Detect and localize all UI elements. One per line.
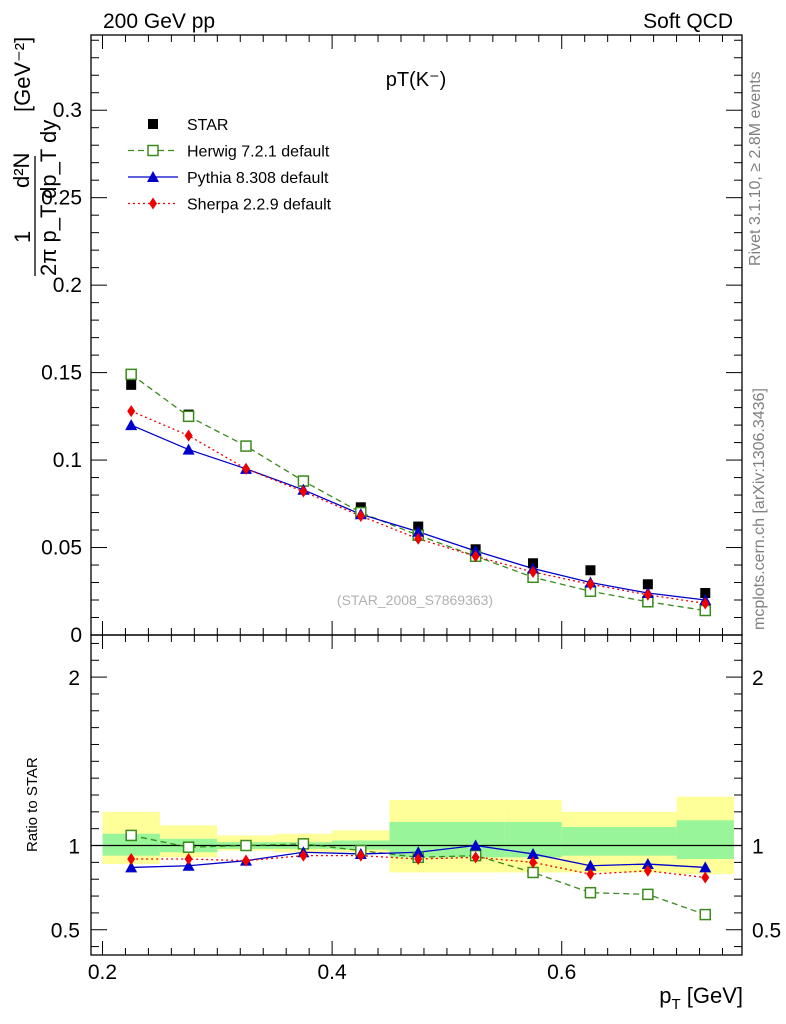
top-point-3 <box>242 462 250 475</box>
legend-label-0: STAR <box>187 117 228 134</box>
side-label-rivet: Rivet 3.1.10, ≥ 2.8M events <box>747 71 764 266</box>
y-tick-label: 0.1 <box>53 449 82 472</box>
y-tick-label: 0.3 <box>53 99 82 122</box>
y-axis-label-denominator: 2π p_T dp_T dy <box>36 120 61 276</box>
ratio-band-inner-0 <box>102 833 160 856</box>
legend-marker-0 <box>148 119 158 129</box>
top-series-line-3 <box>130 410 706 605</box>
ratio-y-tick-label-right: 0.5 <box>752 920 781 943</box>
ratio-panel: 0.2 0.4 0.6 0.5 0.5 1 1 2 2 <box>51 634 781 984</box>
top-point-3 <box>701 597 710 610</box>
top-panel: 0 0.05 0.1 0.15 0.2 0.25 0.3 <box>41 34 743 647</box>
y-axis-label-numerator: d²N <box>9 153 34 188</box>
ratio-point-2 <box>299 849 308 862</box>
top-point-3 <box>299 485 308 498</box>
ratio-point-0 <box>182 841 195 853</box>
ratio-point-2 <box>529 856 538 869</box>
ratio-band-inner-8 <box>676 820 734 859</box>
top-point-0 <box>585 565 596 576</box>
top-point-3 <box>356 510 365 523</box>
ratio-band-inner-5 <box>389 821 505 858</box>
ratio-point-2 <box>586 868 595 881</box>
top-point-3 <box>529 566 538 579</box>
ratio-point-0 <box>699 908 712 921</box>
top-point-3 <box>127 405 136 418</box>
x-tick-label: 0.2 <box>88 961 117 984</box>
x-tick-label: 0.4 <box>318 961 348 984</box>
plot-title: pT(K⁻) <box>386 69 447 91</box>
ratio-y-tick-label-right: 2 <box>752 667 764 690</box>
ratio-point-1 <box>469 839 482 851</box>
header-right-label: Soft QCD <box>643 10 733 33</box>
top-point-3 <box>414 532 423 545</box>
y-axis-label-unit: [GeV⁻²] <box>10 37 35 112</box>
ratio-point-2 <box>701 871 710 884</box>
ratio-point-2 <box>242 854 250 867</box>
ratio-series-line-2 <box>131 854 706 879</box>
top-point-1 <box>125 368 137 381</box>
ratio-y-tick-label: 2 <box>68 667 80 690</box>
ratio-point-2 <box>643 864 652 877</box>
top-point-3 <box>586 578 595 591</box>
ratio-point-2 <box>414 853 423 865</box>
top-point-0 <box>700 588 711 599</box>
ratio-y-tick-label-right: 1 <box>752 836 764 859</box>
top-point-2 <box>412 525 425 537</box>
ratio-y-tick-label: 1 <box>68 836 80 859</box>
ratio-point-1 <box>412 846 425 858</box>
top-point-3 <box>643 588 652 601</box>
ratio-point-1 <box>699 861 712 873</box>
legend-label-1: Herwig 7.2.1 default <box>187 144 330 161</box>
legend: STAR Herwig 7.2.1 default Pythia 8.308 def… <box>128 117 332 214</box>
ratio-point-0 <box>240 839 252 852</box>
y-tick-label: 0 <box>70 624 82 647</box>
y-axis-label: 1 d²N 2π p_T dp_T dy [GeV⁻²] <box>9 37 61 276</box>
watermark: (STAR_2008_S7869363) <box>337 592 493 608</box>
legend-marker-2 <box>147 171 159 182</box>
y-tick-label: 0.15 <box>41 362 82 385</box>
side-label-mcplots: mcplots.cern.ch [arXiv:1306.3436] <box>751 388 768 630</box>
top-series-line-2 <box>130 424 706 601</box>
legend-marker-1 <box>147 144 159 157</box>
top-point-0 <box>126 379 137 390</box>
ratio-point-2 <box>356 849 365 862</box>
y-tick-label: 0.05 <box>41 537 82 560</box>
ratio-point-1 <box>182 859 195 871</box>
top-point-0 <box>642 579 653 590</box>
top-point-2 <box>182 443 195 455</box>
top-point-2 <box>125 419 138 431</box>
ratio-point-1 <box>527 847 540 859</box>
ratio-band-inner-7 <box>561 827 677 856</box>
ratio-point-1 <box>584 859 597 871</box>
top-point-3 <box>471 550 480 563</box>
legend-label-2: Pythia 8.308 default <box>187 170 329 187</box>
ratio-point-0 <box>584 886 597 899</box>
x-axis-label: pT [GeV] <box>659 983 743 1013</box>
ratio-y-tick-label: 0.5 <box>51 920 80 943</box>
top-point-1 <box>240 440 252 452</box>
legend-label-3: Sherpa 2.2.9 default <box>187 197 332 214</box>
y-tick-label: 0.25 <box>41 187 82 210</box>
legend-marker-3 <box>149 197 157 210</box>
header-left-label: 200 GeV pp <box>103 10 215 33</box>
top-point-3 <box>184 429 193 442</box>
ratio-point-0 <box>642 888 654 901</box>
y-axis-label-prefix: 1 <box>10 231 35 243</box>
ratio-point-2 <box>184 853 193 865</box>
ratio-point-2 <box>127 853 136 865</box>
ratio-point-0 <box>527 866 539 879</box>
ratio-panel-frame <box>90 634 743 956</box>
ratio-point-1 <box>641 858 654 870</box>
ratio-point-0 <box>125 829 137 842</box>
top-series-line-1 <box>130 373 706 612</box>
ratio-point-2 <box>471 851 480 864</box>
top-point-1 <box>182 410 195 423</box>
x-tick-label: 0.6 <box>547 961 576 984</box>
y-tick-label: 0.2 <box>53 274 82 297</box>
ratio-y-axis-label: Ratio to STAR <box>24 757 41 852</box>
ratio-point-1 <box>125 861 138 873</box>
